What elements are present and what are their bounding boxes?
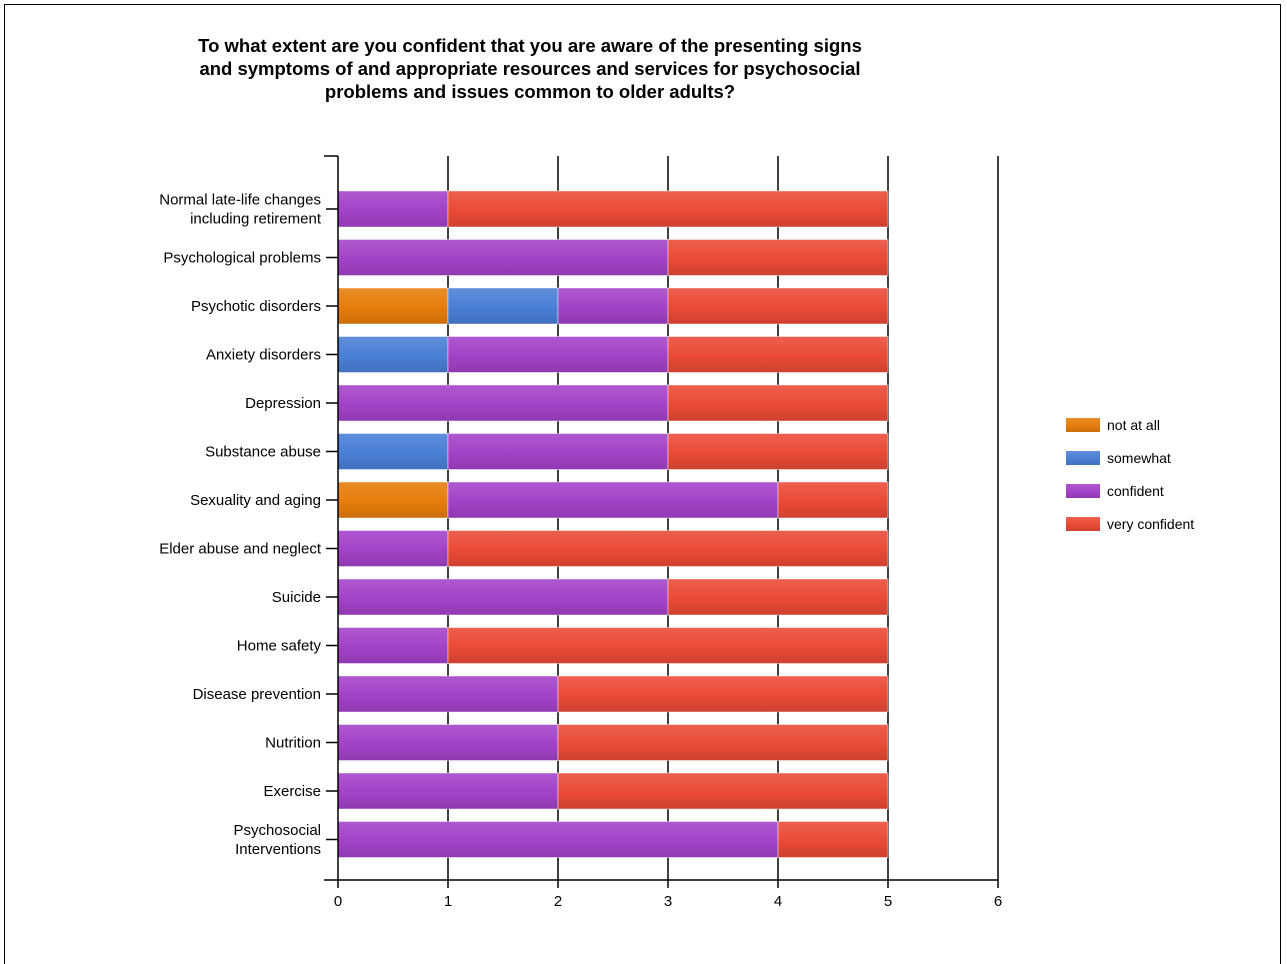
bar-confident-8	[337, 578, 669, 616]
bar-confident-4	[337, 384, 669, 422]
bar-confident-5	[447, 433, 669, 470]
legend-swatch-not-at-all	[1066, 418, 1100, 432]
bar-very-confident-10	[557, 675, 889, 713]
category-label-10: Disease prevention	[193, 686, 321, 703]
category-label-1: Psychological problems	[163, 250, 321, 267]
category-label-4: Depression	[245, 395, 321, 412]
bar-very-confident-8	[667, 578, 889, 616]
bar-confident-1	[337, 239, 669, 276]
bar-very-confident-11	[557, 724, 889, 761]
bar-confident-0	[337, 190, 449, 228]
bar-confident-11	[337, 724, 559, 761]
x-tick-label-0: 0	[334, 893, 342, 910]
x-tick-label-1: 1	[444, 893, 452, 910]
x-tick-label-5: 5	[884, 893, 892, 910]
bar-confident-7	[337, 530, 449, 567]
category-label-11: Nutrition	[265, 735, 321, 752]
legend-swatch-confident	[1066, 484, 1100, 498]
bar-very-confident-2	[667, 287, 889, 325]
bar-confident-3	[447, 336, 669, 373]
bar-confident-2	[557, 287, 669, 325]
chart-title: To what extent are you confident that yo…	[198, 35, 862, 102]
category-label-8: Suicide	[272, 589, 321, 606]
bar-very-confident-3	[667, 336, 889, 373]
bar-somewhat-2	[447, 287, 559, 325]
category-label-9: Home safety	[237, 638, 322, 655]
category-label-13: Psychosocial Interventions	[233, 822, 321, 858]
bar-somewhat-3	[337, 336, 449, 373]
bar-very-confident-1	[667, 239, 889, 276]
x-tick-label-2: 2	[554, 893, 562, 910]
bar-very-confident-4	[667, 384, 889, 422]
legend-label-confident: confident	[1107, 483, 1164, 499]
bar-confident-6	[447, 481, 779, 519]
x-tick-label-4: 4	[774, 893, 782, 910]
bar-confident-12	[337, 772, 559, 810]
legend-label-not-at-all: not at all	[1107, 417, 1160, 433]
bar-very-confident-9	[447, 627, 889, 664]
category-label-5: Substance abuse	[205, 444, 321, 461]
legend-swatch-very-confident	[1066, 517, 1100, 531]
bar-very-confident-6	[777, 481, 889, 519]
legend-label-somewhat: somewhat	[1107, 450, 1171, 466]
category-label-12: Exercise	[263, 783, 321, 800]
bar-very-confident-12	[557, 772, 889, 810]
bar-very-confident-0	[447, 190, 889, 228]
x-tick-label-3: 3	[664, 893, 672, 910]
bar-not-at-all-6	[337, 481, 449, 519]
category-label-2: Psychotic disorders	[191, 298, 321, 315]
bar-confident-13	[337, 821, 779, 858]
bar-very-confident-13	[777, 821, 889, 858]
bar-confident-9	[337, 627, 449, 664]
bar-very-confident-7	[447, 530, 889, 567]
bar-not-at-all-2	[337, 287, 449, 325]
legend-swatch-somewhat	[1066, 451, 1100, 465]
category-label-6: Sexuality and aging	[190, 492, 321, 509]
category-label-0: Normal late-life changes including retire…	[159, 192, 322, 228]
bar-confident-10	[337, 675, 559, 713]
category-label-3: Anxiety disorders	[206, 347, 321, 364]
legend-label-very-confident: very confident	[1107, 516, 1194, 532]
bar-somewhat-5	[337, 433, 449, 470]
bar-very-confident-5	[667, 433, 889, 470]
category-label-7: Elder abuse and neglect	[159, 541, 322, 558]
x-tick-label-6: 6	[994, 893, 1002, 910]
